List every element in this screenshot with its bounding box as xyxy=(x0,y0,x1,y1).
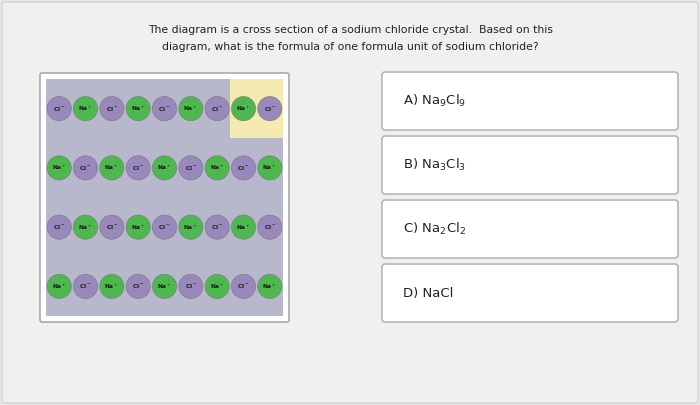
Text: Cl$^-$: Cl$^-$ xyxy=(132,164,144,172)
Circle shape xyxy=(258,156,282,180)
Text: Cl$^-$: Cl$^-$ xyxy=(79,164,92,172)
Circle shape xyxy=(126,96,150,121)
Circle shape xyxy=(74,156,97,180)
Circle shape xyxy=(99,215,124,239)
Text: Na$^+$: Na$^+$ xyxy=(183,223,198,232)
Text: Cl$^-$: Cl$^-$ xyxy=(106,223,118,231)
Text: Na$^+$: Na$^+$ xyxy=(131,223,146,232)
FancyBboxPatch shape xyxy=(382,72,678,130)
Text: Na$^+$: Na$^+$ xyxy=(157,282,172,291)
Circle shape xyxy=(74,96,97,121)
Circle shape xyxy=(126,215,150,239)
Circle shape xyxy=(153,274,176,298)
Text: diagram, what is the formula of one formula unit of sodium chloride?: diagram, what is the formula of one form… xyxy=(162,42,538,52)
Text: D) NaCl: D) NaCl xyxy=(403,286,454,300)
Text: Na$^+$: Na$^+$ xyxy=(262,282,277,291)
Text: Na$^+$: Na$^+$ xyxy=(78,104,93,113)
FancyBboxPatch shape xyxy=(382,264,678,322)
Circle shape xyxy=(47,96,71,121)
Text: Na$^+$: Na$^+$ xyxy=(262,164,277,172)
Text: Na$^+$: Na$^+$ xyxy=(78,223,93,232)
Text: Cl$^-$: Cl$^-$ xyxy=(185,164,197,172)
Text: Na$^+$: Na$^+$ xyxy=(210,164,225,172)
Circle shape xyxy=(126,156,150,180)
Bar xyxy=(46,79,283,316)
Text: Cl$^-$: Cl$^-$ xyxy=(185,282,197,290)
Circle shape xyxy=(47,215,71,239)
Text: Cl$^-$: Cl$^-$ xyxy=(237,164,250,172)
Circle shape xyxy=(232,215,256,239)
Text: Na$^+$: Na$^+$ xyxy=(183,104,198,113)
Text: Cl$^-$: Cl$^-$ xyxy=(106,104,118,113)
Text: The diagram is a cross section of a sodium chloride crystal.  Based on this: The diagram is a cross section of a sodi… xyxy=(148,25,552,35)
Circle shape xyxy=(178,215,203,239)
Text: Na$^+$: Na$^+$ xyxy=(52,164,66,172)
Text: Na$^+$: Na$^+$ xyxy=(52,282,66,291)
FancyBboxPatch shape xyxy=(382,136,678,194)
Text: Cl$^-$: Cl$^-$ xyxy=(211,104,223,113)
Circle shape xyxy=(153,156,176,180)
Circle shape xyxy=(99,96,124,121)
Text: Cl$^-$: Cl$^-$ xyxy=(79,282,92,290)
Circle shape xyxy=(153,96,176,121)
Circle shape xyxy=(232,96,256,121)
Text: A) Na$_9$Cl$_9$: A) Na$_9$Cl$_9$ xyxy=(403,93,466,109)
Circle shape xyxy=(232,274,256,298)
Text: Cl$^-$: Cl$^-$ xyxy=(264,104,276,113)
Circle shape xyxy=(178,96,203,121)
Text: Cl$^-$: Cl$^-$ xyxy=(211,223,223,231)
Text: Na$^+$: Na$^+$ xyxy=(236,104,251,113)
FancyBboxPatch shape xyxy=(40,73,289,322)
Circle shape xyxy=(205,274,230,298)
Circle shape xyxy=(205,156,230,180)
Bar xyxy=(230,79,283,138)
Text: Cl$^-$: Cl$^-$ xyxy=(53,104,65,113)
Text: Cl$^-$: Cl$^-$ xyxy=(237,282,250,290)
Circle shape xyxy=(99,156,124,180)
FancyBboxPatch shape xyxy=(382,200,678,258)
Text: Na$^+$: Na$^+$ xyxy=(104,282,119,291)
Circle shape xyxy=(205,215,230,239)
Text: Cl$^-$: Cl$^-$ xyxy=(158,104,171,113)
Text: Na$^+$: Na$^+$ xyxy=(236,223,251,232)
Circle shape xyxy=(153,215,176,239)
Text: C) Na$_2$Cl$_2$: C) Na$_2$Cl$_2$ xyxy=(403,221,466,237)
Circle shape xyxy=(178,274,203,298)
Text: Cl$^-$: Cl$^-$ xyxy=(53,223,65,231)
Circle shape xyxy=(232,156,256,180)
Text: Na$^+$: Na$^+$ xyxy=(210,282,225,291)
Text: Na$^+$: Na$^+$ xyxy=(104,164,119,172)
Circle shape xyxy=(178,156,203,180)
Text: Na$^+$: Na$^+$ xyxy=(157,164,172,172)
Circle shape xyxy=(205,96,230,121)
Circle shape xyxy=(99,274,124,298)
Text: B) Na$_3$Cl$_3$: B) Na$_3$Cl$_3$ xyxy=(403,157,466,173)
Circle shape xyxy=(74,274,97,298)
Circle shape xyxy=(258,274,282,298)
Text: Na$^+$: Na$^+$ xyxy=(131,104,146,113)
Text: Cl$^-$: Cl$^-$ xyxy=(132,282,144,290)
Circle shape xyxy=(258,96,282,121)
Text: Cl$^-$: Cl$^-$ xyxy=(158,223,171,231)
Circle shape xyxy=(47,274,71,298)
Circle shape xyxy=(126,274,150,298)
Circle shape xyxy=(47,156,71,180)
Circle shape xyxy=(74,215,97,239)
Text: Cl$^-$: Cl$^-$ xyxy=(264,223,276,231)
Circle shape xyxy=(258,215,282,239)
